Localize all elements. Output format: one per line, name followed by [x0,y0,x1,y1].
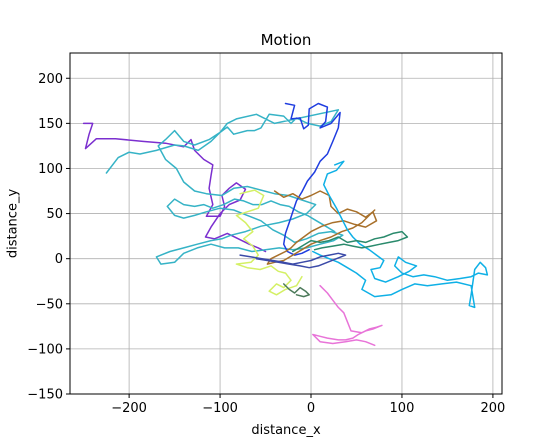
series-layer [82,102,489,347]
series-line-1 [105,109,344,265]
y-axis-label: distance_y [6,189,21,259]
chart-title: Motion [261,31,312,49]
x-tick-label-3: 100 [390,401,415,416]
plot-frame [69,52,503,395]
x-tick-label-2: 0 [307,401,315,416]
y-tick-label-2: −50 [36,297,63,312]
y-tick-label-6: 150 [38,117,63,132]
y-tick-label-4: 50 [46,207,63,222]
tick-layer: −200 −100 0 100 200 −150 −100 −50 0 50 100 150 200 [27,72,505,416]
series-line-8 [239,252,347,269]
y-tick-label-1: −100 [27,342,63,357]
y-tick-label-0: −150 [27,388,63,403]
series-line-3 [266,190,378,265]
series-line-9 [282,283,310,298]
x-tick-label-0: −200 [111,401,147,416]
x-tick-label-4: 200 [480,401,505,416]
y-tick-label-7: 200 [38,72,63,87]
series-line-4 [235,189,303,296]
series-line-7 [292,230,409,253]
x-axis-label: distance_x [251,423,321,438]
x-tick-label-1: −100 [202,401,238,416]
y-tick-label-3: 0 [55,252,63,267]
y-tick-label-5: 100 [38,162,63,177]
series-line-6 [312,284,383,347]
series-line-2 [282,102,341,256]
series-line-5 [312,160,489,309]
series-line-0 [82,122,267,253]
